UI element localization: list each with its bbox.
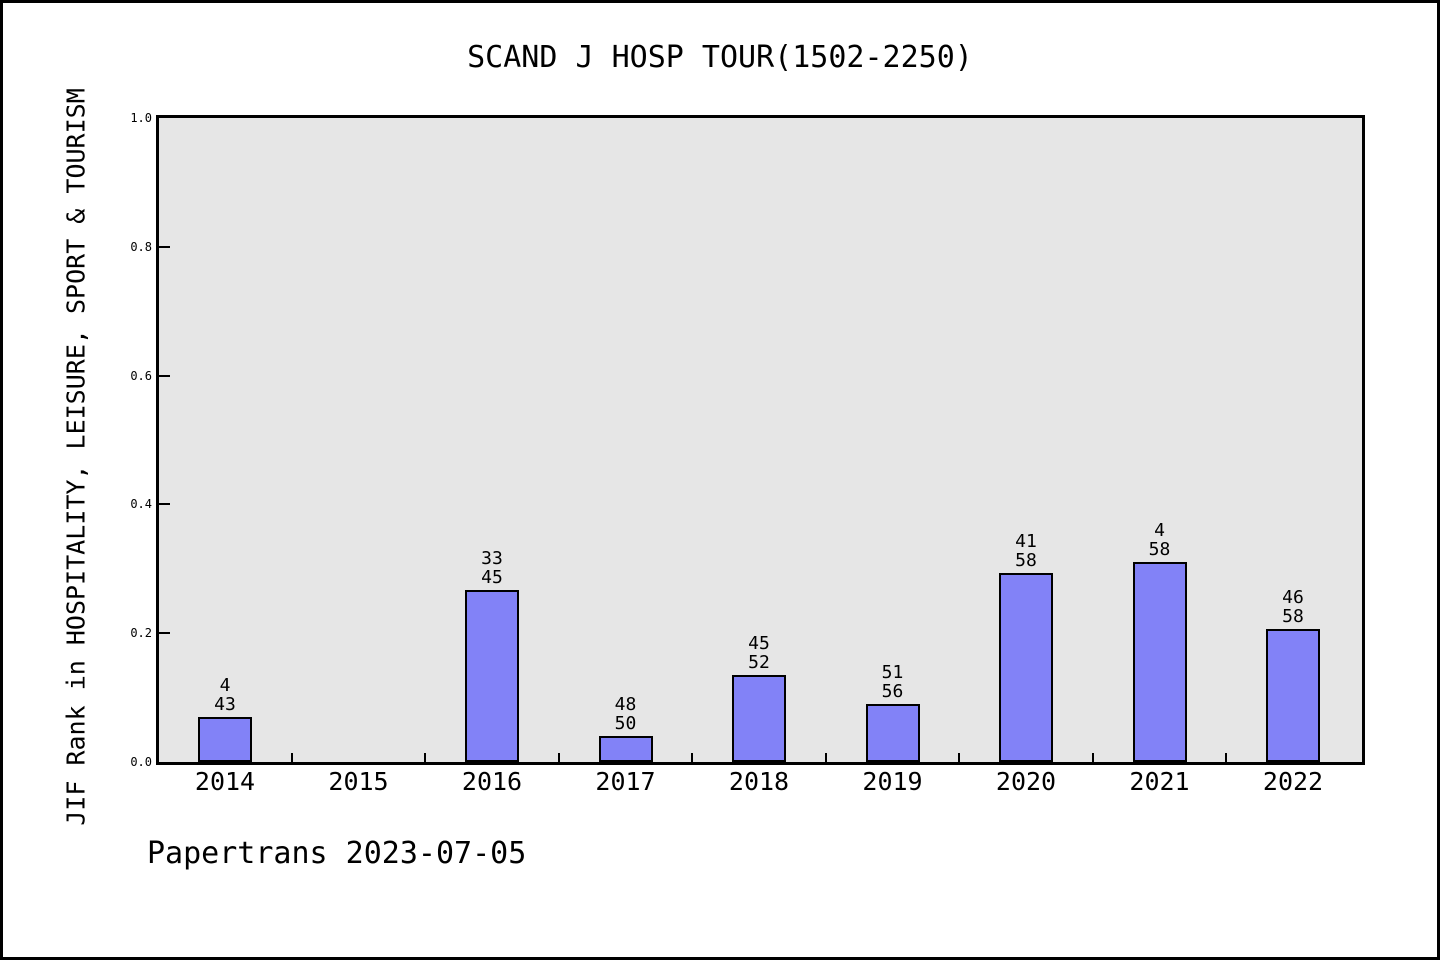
x-tick-label: 2018	[728, 767, 790, 796]
y-tick-mark	[159, 374, 170, 377]
bar-label-2019: 51 56	[881, 662, 904, 702]
bar-label-2018: 45 52	[748, 633, 770, 673]
y-tick-mark	[159, 245, 170, 248]
x-tick-label: 2020	[995, 767, 1057, 796]
x-tick-label: 2016	[461, 767, 523, 796]
plot-area: 4 43 33 45 48 50 45 52 51 56 41 58 4 58 46 58	[156, 115, 1365, 765]
bar-2020	[999, 573, 1053, 762]
y-tick-label: 0.2	[130, 626, 152, 641]
x-tick-label: 2017	[595, 767, 656, 796]
x-tick-mark	[1091, 753, 1094, 762]
bar-2021	[1132, 562, 1187, 762]
x-tick-mark	[824, 753, 827, 762]
y-tick-mark	[159, 632, 170, 635]
y-tick-label: 0.4	[130, 497, 152, 512]
bar-label-2020: 41 58	[1015, 531, 1037, 571]
x-tick-label: 2021	[1129, 767, 1190, 796]
y-tick-label: 1.0	[130, 111, 152, 125]
bar-2018	[732, 675, 786, 762]
chart-title: SCAND J HOSP TOUR(1502-2250)	[467, 40, 973, 75]
bar-label-2014: 4 43	[214, 675, 236, 715]
x-tick-mark	[290, 753, 293, 762]
x-tick-mark	[691, 753, 694, 762]
bar-2019	[865, 704, 920, 762]
x-tick-mark	[557, 753, 560, 762]
y-axis-title: JIF Rank in HOSPITALITY, LEISURE, SPORT …	[61, 88, 91, 826]
x-tick-label: 2019	[862, 767, 923, 796]
y-tick-mark	[159, 503, 170, 506]
bar-label-2016: 33 45	[481, 548, 503, 588]
x-tick-label: 2022	[1262, 767, 1324, 796]
y-tick-label: 0.6	[130, 368, 152, 383]
footer-watermark: Papertrans 2023-07-05	[147, 836, 527, 871]
bar-label-2022: 46 58	[1282, 587, 1304, 627]
bar-2016	[465, 590, 519, 762]
x-tick-mark	[424, 753, 427, 762]
x-tick-label: 2014	[194, 767, 256, 796]
x-tick-label: 2015	[328, 767, 389, 796]
bar-2022	[1266, 629, 1320, 762]
bar-2017	[598, 736, 653, 762]
bar-label-2017: 48 50	[614, 694, 637, 734]
bar-label-2021: 4 58	[1148, 520, 1171, 560]
x-tick-mark	[1225, 753, 1228, 762]
y-tick-label: 0.0	[130, 755, 152, 769]
x-tick-mark	[958, 753, 961, 762]
bar-2014	[198, 717, 252, 762]
y-tick-label: 0.8	[130, 239, 152, 254]
